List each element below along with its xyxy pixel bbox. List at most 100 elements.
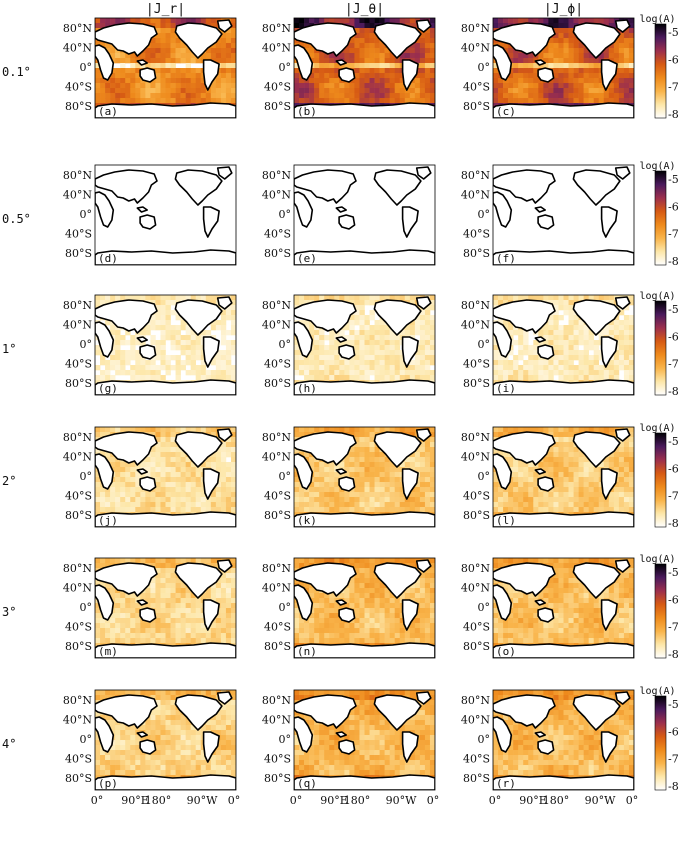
- field-cell: [573, 497, 579, 503]
- field-cell: [175, 68, 181, 74]
- field-cell: [135, 350, 141, 356]
- field-cell: [404, 502, 411, 508]
- field-cell: [533, 375, 539, 381]
- field-cell: [528, 73, 534, 79]
- field-cell: [628, 73, 634, 79]
- field-cell: [140, 18, 146, 24]
- field-cell: [414, 330, 421, 336]
- field-cell: [140, 370, 146, 376]
- field-cell: [130, 492, 136, 498]
- field-cell: [354, 295, 360, 301]
- field-cell: [155, 68, 161, 74]
- field-cell: [493, 23, 499, 29]
- field-cell: [374, 320, 380, 326]
- field-cell: [294, 68, 300, 74]
- y-tick-label: 80°N: [63, 431, 92, 444]
- field-cell: [424, 375, 431, 381]
- field-cell: [523, 330, 529, 336]
- field-cell: [170, 78, 176, 84]
- panel-frame: [492, 164, 635, 266]
- field-cell: [568, 427, 574, 433]
- field-cell: [294, 340, 300, 346]
- field-cell: [135, 427, 141, 433]
- field-cell: [553, 487, 559, 493]
- field-cell: [508, 350, 514, 356]
- field-cell: [329, 58, 335, 64]
- field-cell: [145, 365, 151, 371]
- field-cell: [419, 73, 426, 79]
- field-cell: [230, 300, 236, 306]
- coastline: [202, 336, 220, 368]
- field-cell: [195, 58, 202, 64]
- field-cell: [389, 350, 396, 356]
- field-cell: [493, 365, 499, 371]
- field-cell: [548, 360, 554, 366]
- field-cell: [553, 305, 559, 311]
- field-cell: [429, 18, 435, 24]
- field-cell: [578, 502, 584, 508]
- field-cell: [130, 345, 136, 351]
- field-cell: [573, 365, 579, 371]
- field-cell: [414, 462, 421, 468]
- field-cell: [379, 340, 385, 346]
- field-cell: [135, 487, 141, 493]
- y-tick-label: 40°N: [63, 319, 92, 332]
- field-cell: [210, 23, 217, 29]
- field-cell: [364, 68, 370, 74]
- field-cell: [299, 18, 305, 24]
- field-cell: [508, 88, 514, 94]
- field-cell: [374, 467, 380, 473]
- field-cell: [538, 497, 544, 503]
- field-cell: [513, 340, 519, 346]
- field-cell: [160, 93, 166, 99]
- field-cell: [145, 375, 151, 381]
- field-cell: [429, 83, 435, 89]
- field-cell: [225, 68, 232, 74]
- field-cell: [558, 370, 564, 376]
- field-cell: [324, 93, 330, 99]
- field-cell: [210, 492, 217, 498]
- field-cell: [399, 502, 406, 508]
- map-panel: (d)80°N40°N0°40°S80°S: [63, 164, 237, 266]
- field-cell: [230, 78, 236, 84]
- field-cell: [414, 38, 421, 44]
- field-cell: [583, 18, 589, 24]
- field-cell: [130, 370, 136, 376]
- field-cell: [563, 78, 569, 84]
- field-cell: [205, 295, 212, 301]
- field-cell: [578, 350, 584, 356]
- field-cell: [200, 427, 207, 433]
- field-cell: [523, 53, 529, 59]
- field-cell: [299, 452, 305, 458]
- field-cell: [394, 502, 401, 508]
- field-cell: [553, 48, 559, 54]
- field-cell: [548, 457, 554, 463]
- field-cell: [155, 53, 161, 59]
- field-cell: [513, 502, 519, 508]
- field-cell: [598, 497, 605, 503]
- field-cell: [125, 472, 131, 478]
- field-cell: [429, 457, 435, 463]
- field-cell: [220, 365, 227, 371]
- field-cell: [165, 18, 171, 24]
- field-cell: [220, 370, 227, 376]
- field-cell: [419, 477, 426, 483]
- field-cell: [548, 335, 554, 341]
- field-cell: [568, 452, 574, 458]
- field-cell: [359, 23, 365, 29]
- field-cell: [578, 330, 584, 336]
- field-cell: [623, 370, 630, 376]
- field-cell: [190, 492, 197, 498]
- field-cell: [628, 325, 634, 331]
- field-cell: [583, 355, 589, 361]
- field-cell: [419, 350, 426, 356]
- field-cell: [424, 370, 431, 376]
- field-cell: [424, 447, 431, 453]
- field-cell: [513, 88, 519, 94]
- field-cell: [563, 365, 569, 371]
- field-cell: [105, 497, 111, 503]
- field-cell: [140, 53, 146, 59]
- field-cell: [364, 325, 370, 331]
- field-cell: [344, 370, 350, 376]
- field-cell: [150, 53, 156, 59]
